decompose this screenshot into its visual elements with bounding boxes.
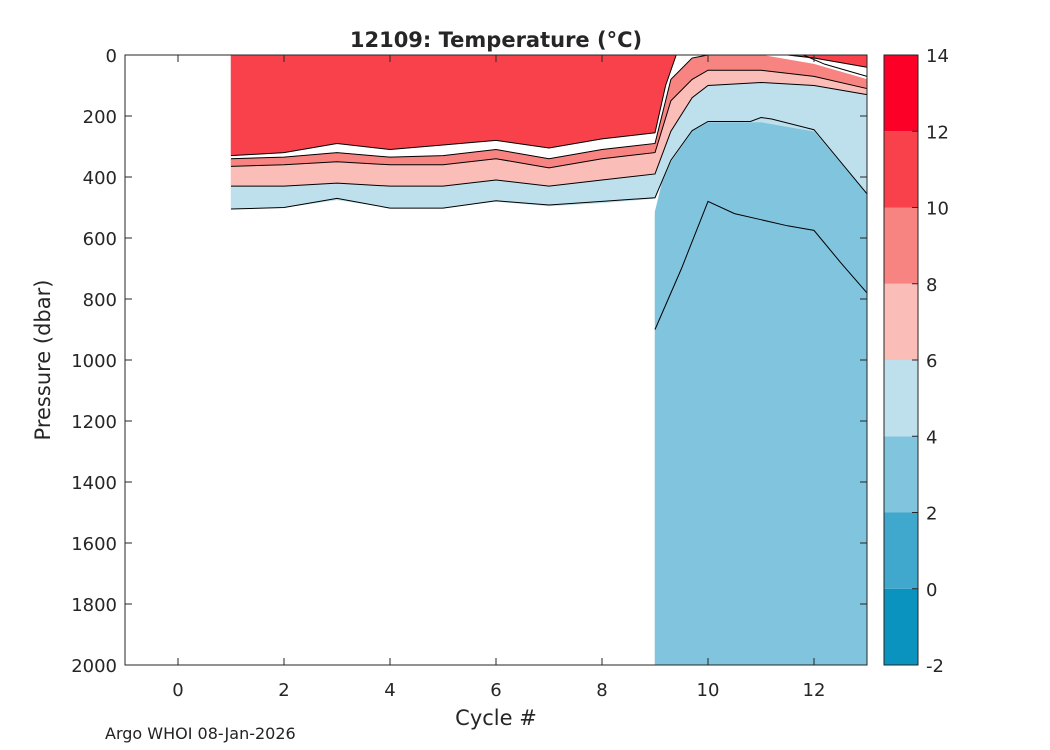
colorbar-swatch [884,55,918,132]
x-tick-label: 0 [172,680,183,701]
contour-line [231,81,868,187]
colorbar-tick-label: 2 [926,504,937,525]
contour-line [230,54,709,160]
y-tick-label: 0 [106,46,117,67]
x-tick-label: 2 [278,680,289,701]
colorbar-swatch [884,360,918,437]
contour-line [230,69,868,169]
y-tick-label: 600 [83,229,117,250]
x-axis-label: Cycle # [455,706,537,730]
colorbar-swatch [884,207,918,284]
x-tick-label: 8 [596,680,607,701]
contour-line [803,54,868,77]
x-tick-label: 4 [384,680,395,701]
colorbar-swatch [884,588,918,665]
x-tick-label: 10 [697,680,720,701]
colorbar-tick-label: 8 [926,275,937,296]
contour-line [230,117,868,210]
colorbar-tick-label: 6 [926,351,937,372]
y-tick-label: 1800 [71,595,117,616]
y-axis-label: Pressure (dbar) [31,280,55,441]
colorbar-swatch [884,436,918,513]
y-tick-label: 1000 [71,351,117,372]
x-tick-label: 6 [490,680,501,701]
colorbar-tick-label: 4 [926,427,937,448]
colorbar: -2 0 2 4 6 8 10 12 14 [883,46,949,677]
colorbar-tick-label: 10 [926,199,949,220]
footer-credit: Argo WHOI 08-Jan-2026 [105,724,296,743]
colorbar-swatch [884,512,918,589]
contour-bands [230,54,868,666]
y-tick-label: 200 [83,107,117,128]
chart-title: 12109: Temperature (°C) [350,28,642,52]
colorbar-swatch [884,131,918,208]
contour-line [230,54,677,157]
contour-line [654,200,868,330]
y-tick-label: 1400 [71,473,117,494]
colorbar-tick-label: 0 [926,580,937,601]
colorbar-swatch [884,283,918,360]
x-axis: 0 2 4 6 8 10 12 [172,55,825,701]
x-tick-label: 12 [803,680,826,701]
y-tick-label: 1600 [71,534,117,555]
y-tick-label: 800 [83,290,117,311]
band-2-4 [654,88,868,666]
colorbar-tick-label: 14 [926,46,949,67]
y-tick-label: 1200 [71,412,117,433]
colorbar-tick-label: -2 [926,656,944,677]
y-tick-label: 400 [83,168,117,189]
contour-lines [230,54,868,330]
y-tick-label: 2000 [71,656,117,677]
colorbar-tick-label: 12 [926,122,949,143]
y-axis: 0 200 400 600 800 1000 1200 1400 1600 1800 2000 [71,46,867,677]
